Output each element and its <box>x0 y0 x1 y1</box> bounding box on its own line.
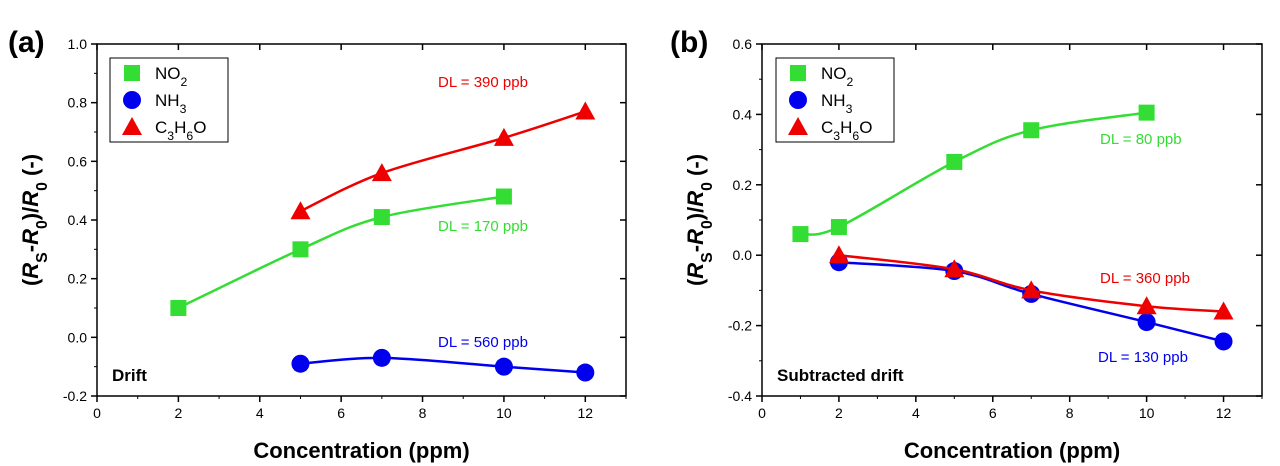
series-line <box>177 195 505 310</box>
detection-limit-label: DL = 390 ppb <box>438 74 528 91</box>
data-point <box>1021 280 1042 299</box>
y-axis-title: (RS-R0)/R0 (-) <box>18 154 51 286</box>
y-tick-label: 0.2 <box>68 271 88 287</box>
y-tick-label: 0.6 <box>733 36 753 52</box>
data-point <box>290 201 311 220</box>
x-tick-label: 10 <box>496 405 512 421</box>
data-point <box>1213 301 1234 320</box>
legend-marker <box>123 91 141 109</box>
data-point <box>494 357 513 376</box>
data-point <box>946 153 963 170</box>
x-tick-label: 6 <box>337 405 345 421</box>
y-tick-label: -0.4 <box>728 388 752 404</box>
x-tick-label: 0 <box>93 405 101 421</box>
data-point <box>1214 332 1233 351</box>
x-tick-label: 10 <box>1139 405 1155 421</box>
y-tick-label: 0.6 <box>68 153 88 169</box>
panel-label: (a) <box>8 26 45 59</box>
series-line <box>300 356 586 374</box>
data-point <box>1136 296 1157 315</box>
data-point <box>576 363 595 382</box>
data-point <box>1138 104 1155 121</box>
x-axis-title: Concentration (ppm) <box>253 438 469 463</box>
y-axis-title: (RS-R0)/R0 (-) <box>683 154 716 286</box>
x-axis-title: Concentration (ppm) <box>904 438 1120 463</box>
legend-marker <box>122 117 142 135</box>
data-point <box>371 163 392 182</box>
detection-limit-label: DL = 560 ppb <box>438 334 528 351</box>
series-c3h6o: DL = 360 ppb <box>828 245 1234 320</box>
x-tick-label: 4 <box>256 405 264 421</box>
legend-label: NO2 <box>155 64 188 89</box>
legend-marker <box>788 117 808 135</box>
series-c3h6o: DL = 390 ppb <box>290 74 596 220</box>
x-tick-label: 2 <box>835 405 843 421</box>
x-tick-label: 4 <box>912 405 920 421</box>
legend-marker <box>790 65 806 81</box>
legend-label: C3H6O <box>821 118 872 143</box>
data-point <box>1023 122 1040 139</box>
data-point <box>292 241 309 258</box>
data-point <box>495 188 512 205</box>
x-tick-label: 2 <box>174 405 182 421</box>
data-point <box>493 127 514 146</box>
y-tick-label: 0.0 <box>733 247 753 263</box>
panel-b: 0 2 4 6 8 10 12 -0.4 -0.2 0.0 0.2 0.4 0.6 Concentrati… <box>670 26 1263 463</box>
detection-limit-label: DL = 130 ppb <box>1098 349 1188 366</box>
data-point <box>830 219 847 236</box>
y-tick-label: 0.0 <box>68 329 88 345</box>
x-tick-label: 8 <box>419 405 427 421</box>
corner-label: Drift <box>112 366 147 385</box>
x-tick-label: 0 <box>758 405 766 421</box>
detection-limit-label: DL = 170 ppb <box>438 218 528 235</box>
panel-label: (b) <box>670 26 708 59</box>
legend-marker <box>789 91 807 109</box>
data-point <box>792 226 809 243</box>
legend-marker <box>124 65 140 81</box>
y-tick-label: -0.2 <box>63 388 87 404</box>
y-tick-label: 1.0 <box>68 36 88 52</box>
panel-a: 0 2 4 6 8 10 12 -0.2 0.0 0.2 0.4 0.6 0.8 1.0 Concentra… <box>8 26 627 463</box>
legend-label: C3H6O <box>155 118 206 143</box>
x-tick-label: 6 <box>989 405 997 421</box>
corner-label: Subtracted drift <box>777 366 904 385</box>
data-point <box>291 354 310 373</box>
series-no2: DL = 170 ppb <box>170 188 528 316</box>
detection-limit-label: DL = 80 ppb <box>1100 131 1182 148</box>
series-nh3: DL = 560 ppb <box>291 334 595 382</box>
x-tick-label: 8 <box>1066 405 1074 421</box>
detection-limit-label: DL = 360 ppb <box>1100 270 1190 287</box>
data-point <box>828 245 849 264</box>
y-tick-label: -0.2 <box>728 318 752 334</box>
x-tick-label: 12 <box>578 405 594 421</box>
data-point <box>372 348 391 367</box>
data-point <box>170 300 187 316</box>
legend-label: NO2 <box>821 64 854 89</box>
legend-label: NH3 <box>155 91 187 116</box>
data-point <box>575 101 596 120</box>
y-tick-label: 0.8 <box>68 95 88 111</box>
data-point <box>373 209 390 226</box>
data-point <box>944 259 965 278</box>
legend-label: NH3 <box>821 91 853 116</box>
x-tick-label: 12 <box>1216 405 1232 421</box>
y-tick-label: 0.4 <box>733 106 753 122</box>
y-tick-label: 0.2 <box>733 177 753 193</box>
series-line <box>299 110 586 213</box>
data-point <box>1137 313 1156 332</box>
y-tick-label: 0.4 <box>68 212 88 228</box>
series-no2: DL = 80 ppb <box>792 104 1182 243</box>
